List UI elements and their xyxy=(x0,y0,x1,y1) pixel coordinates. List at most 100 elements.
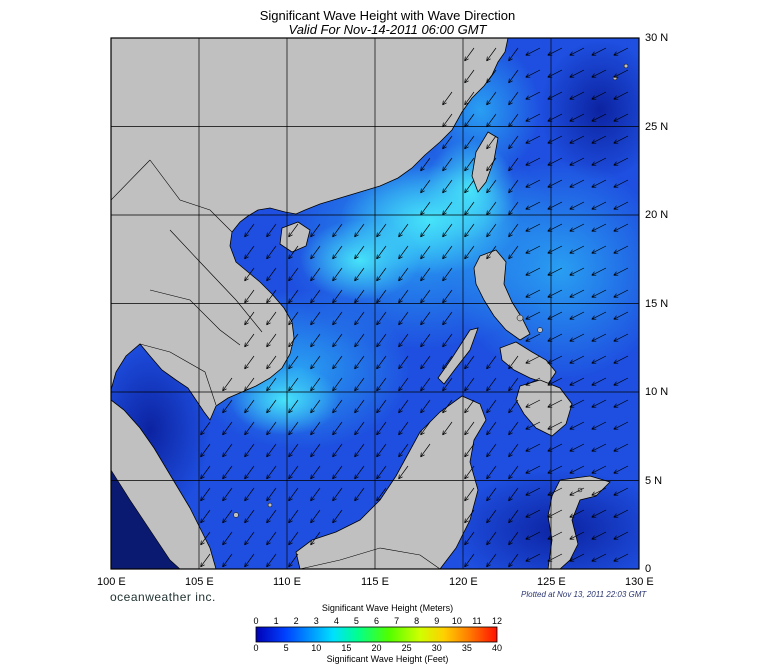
direction-arrow xyxy=(266,333,277,348)
direction-arrow xyxy=(266,443,277,458)
direction-arrow xyxy=(244,399,255,414)
brand-label: oceanweather inc. xyxy=(110,590,216,604)
direction-arrow xyxy=(525,267,541,276)
colorbar-feet-tick: 40 xyxy=(491,643,503,653)
direction-arrow xyxy=(332,421,343,436)
sulawesi xyxy=(547,475,611,569)
direction-arrow xyxy=(569,69,585,78)
direction-arrow xyxy=(525,399,541,408)
direction-arrow xyxy=(244,509,255,524)
direction-arrow xyxy=(442,289,453,304)
direction-arrow xyxy=(420,245,431,260)
direction-arrow xyxy=(310,267,321,282)
direction-arrow xyxy=(486,465,497,480)
direction-arrow xyxy=(569,223,585,232)
direction-arrow xyxy=(547,509,563,518)
direction-arrow xyxy=(547,69,563,78)
direction-arrow xyxy=(266,377,277,392)
direction-arrow xyxy=(591,487,607,496)
direction-arrow xyxy=(613,91,629,100)
mainland-asia xyxy=(111,38,509,421)
colorbar-meter-tick: 2 xyxy=(293,616,299,626)
lat-label: 25 N xyxy=(645,120,669,133)
direction-arrow xyxy=(508,487,519,502)
direction-arrow xyxy=(222,531,233,546)
direction-arrow xyxy=(547,157,563,166)
direction-arrow xyxy=(569,333,585,342)
direction-arrow xyxy=(591,355,607,364)
direction-arrow xyxy=(354,355,365,370)
direction-arrow xyxy=(442,421,453,436)
palawan xyxy=(437,327,479,385)
taiwan xyxy=(471,131,499,193)
direction-arrow xyxy=(508,69,519,84)
direction-arrow xyxy=(569,509,585,518)
direction-arrow xyxy=(569,553,585,562)
direction-arrow xyxy=(354,377,365,392)
direction-arrow xyxy=(244,443,255,458)
colorbar-feet-tick: 0 xyxy=(253,643,259,653)
direction-arrow xyxy=(266,487,277,502)
direction-arrow xyxy=(244,531,255,546)
direction-arrow xyxy=(442,399,453,414)
direction-arrow xyxy=(310,289,321,304)
direction-arrow xyxy=(464,531,475,546)
direction-arrow xyxy=(222,443,233,458)
direction-arrow xyxy=(613,289,629,298)
direction-arrow xyxy=(354,465,365,480)
direction-arrow xyxy=(508,531,519,546)
direction-arrow xyxy=(464,443,475,458)
direction-arrow xyxy=(442,333,453,348)
direction-arrow xyxy=(569,91,585,100)
direction-arrow xyxy=(486,443,497,458)
direction-arrow xyxy=(591,509,607,518)
direction-arrow xyxy=(354,223,365,238)
direction-arrow xyxy=(442,267,453,282)
lat-label: 10 N xyxy=(645,386,669,398)
direction-arrow xyxy=(288,223,299,238)
direction-arrow xyxy=(525,91,541,100)
direction-arrow xyxy=(525,311,541,320)
direction-arrow xyxy=(310,245,321,260)
direction-arrow xyxy=(486,113,497,128)
direction-arrow xyxy=(613,223,629,232)
direction-arrow xyxy=(288,399,299,414)
direction-arrow xyxy=(464,135,475,150)
direction-arrow xyxy=(525,509,541,518)
direction-arrow xyxy=(613,135,629,144)
direction-arrow xyxy=(591,465,607,474)
direction-arrow xyxy=(376,421,387,436)
colorbar-meter-tick: 3 xyxy=(313,616,319,626)
direction-arrow xyxy=(244,355,255,370)
direction-arrow xyxy=(508,223,519,238)
direction-arrow xyxy=(442,135,453,150)
direction-arrow xyxy=(332,487,343,502)
direction-arrow xyxy=(376,245,387,260)
direction-arrow xyxy=(525,69,541,78)
direction-arrow xyxy=(464,245,475,260)
colorbar-feet-tick: 30 xyxy=(431,643,442,653)
direction-arrow xyxy=(569,355,585,364)
direction-arrow xyxy=(200,421,211,436)
direction-arrow xyxy=(442,355,453,370)
direction-arrow xyxy=(288,553,299,568)
direction-arrow xyxy=(266,267,277,282)
direction-arrow xyxy=(354,333,365,348)
direction-arrow xyxy=(547,377,563,386)
direction-arrow xyxy=(354,289,365,304)
direction-arrow xyxy=(569,465,585,474)
direction-arrow xyxy=(266,289,277,304)
direction-arrow xyxy=(398,245,409,260)
direction-arrow xyxy=(569,179,585,188)
colorbar-meter-tick: 0 xyxy=(253,616,259,626)
direction-arrow xyxy=(591,91,607,100)
direction-arrow xyxy=(464,157,475,172)
direction-arrow xyxy=(244,289,255,304)
direction-arrow xyxy=(442,179,453,194)
direction-arrow xyxy=(613,443,629,452)
direction-arrow xyxy=(244,553,255,568)
direction-arrow xyxy=(288,267,299,282)
direction-arrow xyxy=(525,487,541,496)
direction-arrow xyxy=(464,553,475,568)
direction-arrow xyxy=(547,289,563,298)
